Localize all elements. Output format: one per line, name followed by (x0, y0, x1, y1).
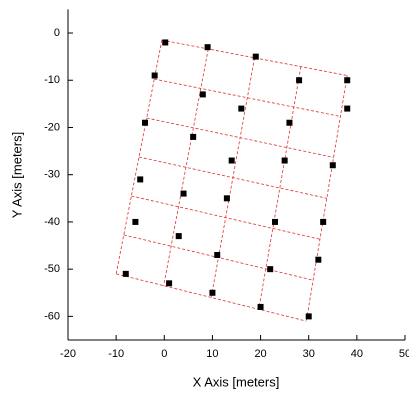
y-axis-label: Y Axis [meters] (9, 132, 24, 218)
lattice-line (116, 273, 307, 322)
point (132, 218, 139, 225)
point (238, 105, 245, 112)
lattice-line (258, 66, 302, 310)
y-tick-label: -20 (44, 121, 60, 133)
point (204, 44, 211, 51)
point (315, 256, 322, 263)
lattice-line (163, 48, 209, 286)
x-tick-label: 10 (206, 348, 218, 360)
point (175, 233, 182, 240)
x-tick-label: 30 (303, 348, 315, 360)
x-tick-label: -20 (60, 348, 76, 360)
point (272, 218, 279, 225)
lattice-line (146, 117, 334, 158)
point (329, 162, 336, 169)
lattice-line (138, 156, 327, 199)
y-tick-label: -60 (44, 310, 60, 322)
lattice-line (161, 39, 348, 76)
lattice-line (131, 195, 321, 240)
point (162, 39, 169, 46)
point (166, 280, 173, 287)
point (281, 157, 288, 164)
y-tick-label: -50 (44, 263, 60, 275)
point (137, 176, 144, 183)
point (267, 266, 274, 273)
point (142, 119, 149, 126)
point (257, 303, 264, 310)
y-tick-label: -10 (44, 74, 60, 86)
point (286, 119, 293, 126)
point (223, 195, 230, 202)
point (122, 270, 129, 277)
y-tick-label: -40 (44, 216, 60, 228)
point (190, 133, 197, 140)
point (214, 251, 221, 258)
lattice-line (154, 78, 341, 117)
point (228, 157, 235, 164)
point (344, 77, 351, 84)
point (199, 91, 206, 98)
x-axis-label: X Axis [meters] (193, 374, 280, 389)
point (344, 105, 351, 112)
point (180, 190, 187, 197)
x-tick-label: 20 (254, 348, 266, 360)
y-tick-label: -30 (44, 169, 60, 181)
point (209, 289, 216, 296)
point (320, 218, 327, 225)
point (151, 72, 158, 79)
y-tick-label: 0 (54, 27, 60, 39)
lattice-line (305, 75, 348, 322)
x-tick-label: 40 (351, 348, 363, 360)
x-tick-label: 50 (399, 348, 409, 360)
point (305, 313, 312, 320)
x-tick-label: 0 (161, 348, 167, 360)
point (252, 53, 259, 60)
point (296, 77, 303, 84)
x-tick-label: -10 (108, 348, 124, 360)
